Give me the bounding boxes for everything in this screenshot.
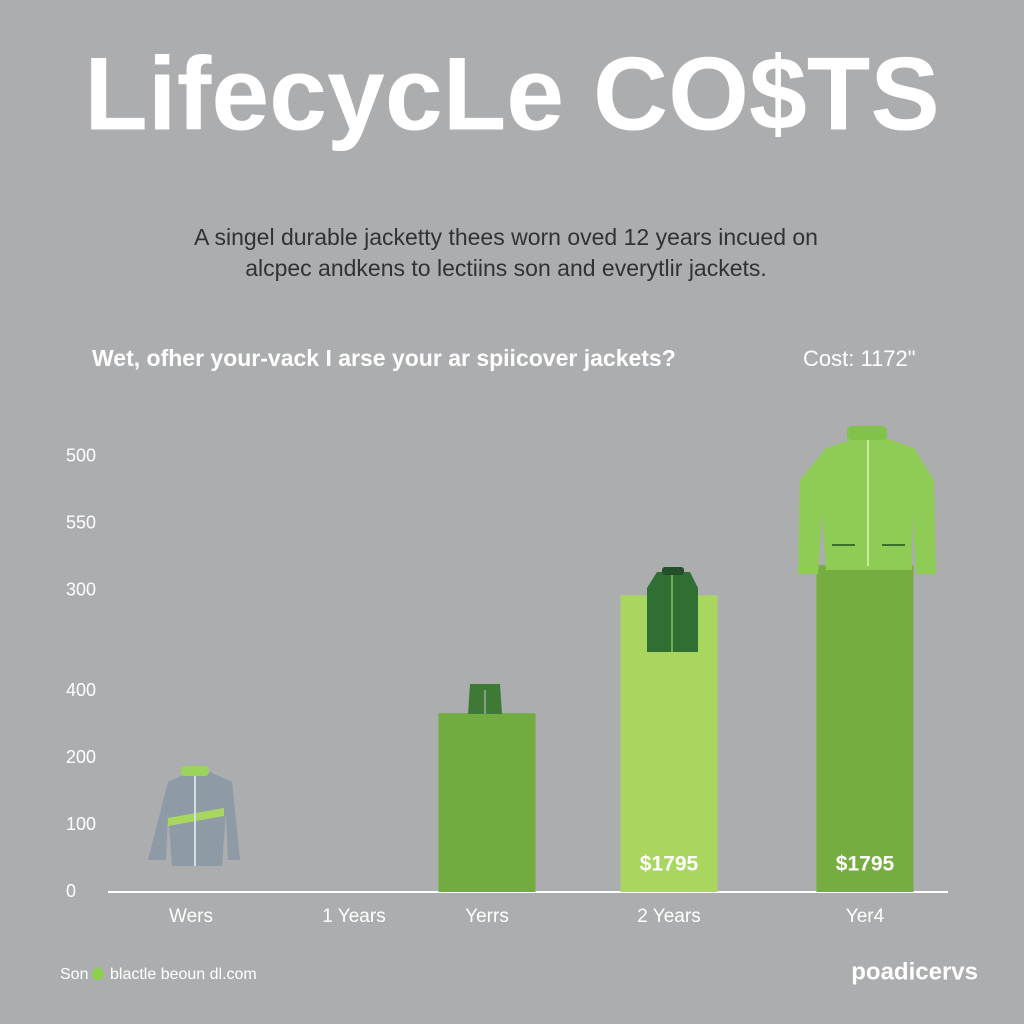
bar	[438, 713, 536, 892]
footer-prefix: Son	[60, 966, 88, 983]
footer-dot	[92, 968, 104, 980]
y-tick-label: 100	[66, 814, 96, 834]
y-tick-label: 500	[66, 445, 96, 465]
y-tick-label: 550	[66, 512, 96, 532]
y-tick-label: 300	[66, 579, 96, 599]
footer-brand: poadicervs	[851, 958, 978, 985]
bar-annotation: $1795	[640, 853, 699, 876]
x-tick-label: 2 Years	[637, 906, 700, 927]
jacket-icon	[468, 684, 502, 714]
x-tick-label: Yer4	[846, 906, 885, 927]
jacket-icon	[148, 766, 240, 866]
jacket-icon	[647, 567, 698, 652]
y-tick-label: 200	[66, 747, 96, 767]
x-tick-label: Yerrs	[465, 906, 509, 927]
y-tick-label: 0	[66, 881, 76, 901]
bar-annotation: $1795	[836, 853, 895, 876]
x-tick-label: 1 Years	[322, 906, 385, 927]
question: Wet, ofher your-vack I arse your ar spii…	[92, 345, 676, 371]
subtitle: A singel durable jacketty thees worn ove…	[194, 224, 818, 250]
jacket-icon	[798, 426, 936, 574]
footer-site: blactle beoun dl.com	[110, 966, 257, 983]
y-tick-label: 400	[66, 680, 96, 700]
x-tick-label: Wers	[169, 906, 213, 927]
cost-note: Cost: 1172"	[803, 346, 916, 371]
chart-title: LifecycLe CO$TS	[84, 36, 939, 152]
bar	[816, 565, 914, 892]
subtitle: alcpec andkens to lectiins son and every…	[245, 255, 767, 281]
